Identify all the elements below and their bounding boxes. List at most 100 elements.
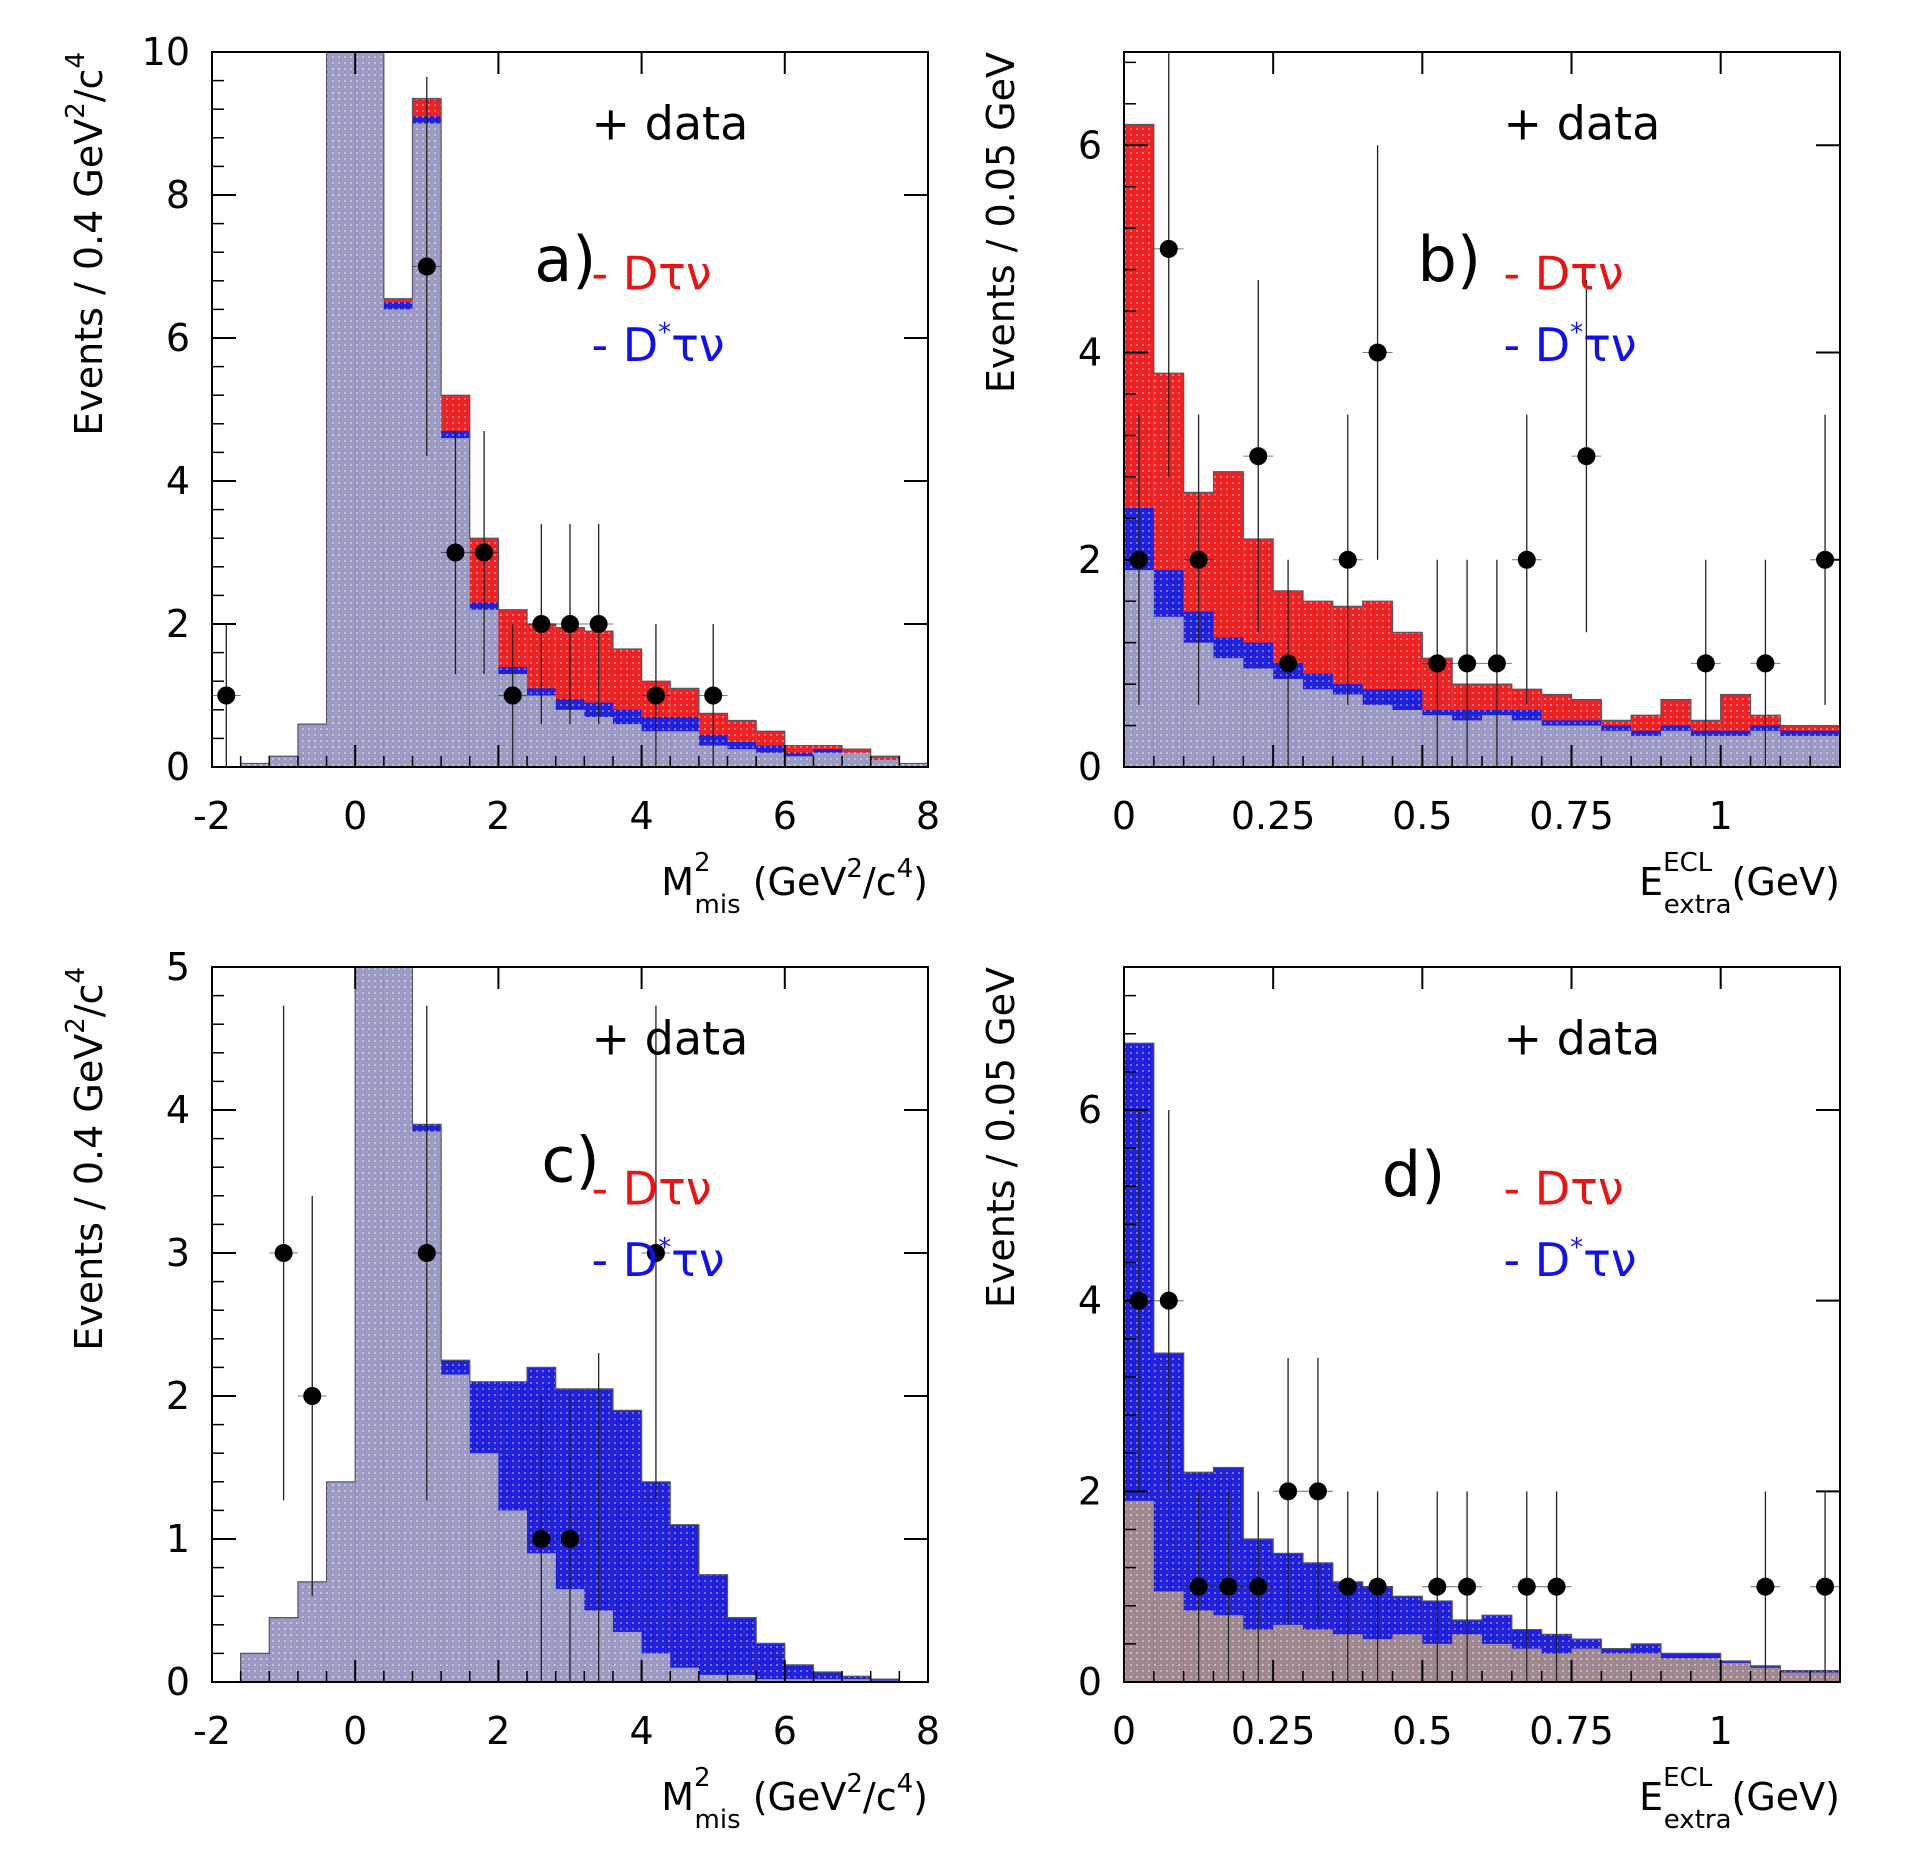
hist-bar-texture: [383, 967, 413, 1682]
hist-bar-texture: [1332, 694, 1363, 767]
hist-bar-texture: [813, 752, 843, 767]
hist-bar-texture: [756, 752, 785, 767]
x-axis-title: EECL extra(GeV): [1639, 848, 1840, 920]
y-tick-label: 3: [166, 1231, 190, 1275]
hist-bar-texture: [469, 1453, 499, 1682]
data-point: [503, 686, 522, 705]
hist-bar-texture: [670, 1524, 699, 1682]
panel-d: 0 0.25 0.5 0.75 1 0 2 4 6 EECL extra(GeV) Events / …: [979, 966, 1841, 1835]
hist-bar-texture: [1661, 1658, 1691, 1682]
data-points: [1124, 1110, 1840, 1682]
plot-area: [212, 967, 928, 1682]
data-point: [1577, 447, 1596, 466]
y-tick-label: 2: [166, 602, 190, 646]
y-axis-title: Events / 0.05 GeV: [979, 52, 1023, 393]
y-tick-label: 0: [166, 745, 190, 789]
legend-entry: - Dτν: [591, 247, 711, 301]
data-point: [303, 1387, 322, 1405]
plot-frame: [211, 966, 929, 1683]
data-point: [1368, 343, 1387, 362]
hist-bar-texture: [1780, 1672, 1811, 1682]
x-axis-title: M2 mis (GeV2/c4): [661, 1763, 928, 1835]
hist-bar-texture: [813, 1679, 843, 1682]
x-tick-label: 0.25: [1231, 1709, 1316, 1753]
hist-bar-texture: [612, 724, 642, 767]
y-tick-label: 10: [142, 30, 190, 74]
hist-bar-texture: [1392, 1634, 1423, 1682]
data-point: [1696, 654, 1715, 673]
hist-bar-texture: [498, 1510, 528, 1682]
hist-bar-texture: [1273, 1624, 1303, 1682]
hist-bar-texture: [326, 1481, 356, 1682]
hist-bar-texture: [240, 1653, 270, 1682]
data-point: [1756, 654, 1775, 673]
x-tick-label: 0.5: [1392, 1709, 1452, 1753]
x-tick-label: 4: [630, 1709, 654, 1753]
hist-bar-texture: [670, 1667, 699, 1682]
data-point: [1159, 1291, 1178, 1310]
hist-bar-texture: [355, 967, 384, 1682]
panel-b: 0 0.25 0.5 0.75 1 0 2 4 6 EECL extra(GeV) Events / …: [979, 51, 1841, 920]
y-tick-label: 0: [1078, 1660, 1102, 1704]
legend-entry: - Dτν: [591, 1162, 711, 1216]
legend-entry: - Dτν: [1503, 247, 1623, 301]
hist-bar-texture: [1631, 735, 1661, 767]
data-points: [212, 77, 728, 767]
y-tick-label: 0: [166, 1660, 190, 1704]
hist-bar-texture: [297, 724, 327, 767]
hist-bar-texture: [1153, 1591, 1184, 1682]
hist-bar-texture: [784, 756, 814, 767]
data-point: [1249, 447, 1268, 466]
data-point: [1517, 1577, 1536, 1596]
y-tick-label: 4: [1078, 1279, 1102, 1323]
hist-bar-texture: [1213, 658, 1244, 767]
x-tick-label: 8: [916, 1709, 940, 1753]
legend-entry: + data: [591, 97, 748, 151]
data-point: [446, 543, 465, 562]
y-tick-label: 8: [166, 173, 190, 217]
data-point: [1547, 1577, 1566, 1596]
data-point: [1159, 239, 1178, 258]
y-tick-label: 0: [1078, 745, 1102, 789]
hist-bar-texture: [1362, 704, 1393, 767]
data-point: [1368, 1577, 1387, 1596]
legend-entry: - Dτν: [1503, 1162, 1623, 1216]
x-tick-label: 0: [343, 1709, 367, 1753]
hist-bar-texture: [584, 716, 613, 767]
stack-background: [240, 967, 900, 1682]
legend-entry: - D*τν: [1503, 1233, 1636, 1287]
x-axis-title: EECL extra(GeV): [1639, 1763, 1840, 1835]
x-tick-label: -2: [193, 794, 231, 838]
hist-bar-texture: [641, 1481, 671, 1682]
x-tick-label: 2: [486, 1709, 510, 1753]
data-point: [1517, 550, 1536, 569]
legend: + data - Dτν - D*τν: [1503, 1012, 1660, 1288]
data-point: [646, 1244, 665, 1262]
panel-label: a): [534, 223, 596, 296]
y-tick-label: 5: [166, 945, 190, 989]
hist-bar-texture: [1511, 720, 1542, 767]
y-tick-label: 4: [166, 459, 190, 503]
x-tick-label: 0: [1112, 794, 1136, 838]
hist-bar-texture: [698, 1674, 728, 1682]
axes: 0 0.25 0.5 0.75 1 0 2 4 6: [1078, 52, 1841, 838]
plot-frame: [211, 51, 929, 768]
axes: 0 0.25 0.5 0.75 1 0 2 4 6: [1078, 967, 1841, 1753]
hist-bar-texture: [1541, 725, 1572, 767]
legend-entry: - D*τν: [591, 1233, 724, 1287]
hist-bar-texture: [1303, 1629, 1333, 1682]
x-tick-label: 0.75: [1529, 1709, 1614, 1753]
data-point: [1816, 1577, 1835, 1596]
x-tick-label: 6: [773, 794, 797, 838]
legend-entry: - D*τν: [591, 318, 724, 372]
data-point: [417, 1244, 436, 1262]
data-point: [1189, 550, 1208, 569]
data-points: [1124, 52, 1840, 767]
legend: + data - Dτν - D*τν: [591, 1012, 748, 1288]
data-point: [532, 615, 551, 633]
panel-label: c): [541, 1124, 599, 1197]
data-point: [217, 686, 236, 705]
hist-bar-texture: [727, 1674, 757, 1682]
